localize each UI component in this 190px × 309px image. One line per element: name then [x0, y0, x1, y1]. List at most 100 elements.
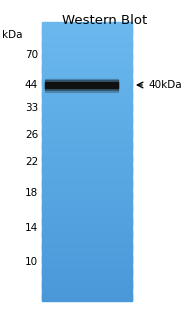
Bar — [42, 265, 132, 266]
Bar — [42, 54, 132, 56]
Bar — [42, 272, 132, 274]
Bar — [42, 125, 132, 126]
Bar — [42, 231, 132, 233]
Bar — [42, 205, 132, 206]
Bar — [42, 44, 132, 46]
Bar — [42, 139, 132, 140]
Bar — [42, 128, 132, 129]
Bar — [42, 246, 132, 248]
Bar — [42, 264, 132, 265]
Bar — [42, 274, 132, 276]
Bar — [42, 263, 132, 265]
Bar — [42, 204, 132, 205]
Bar — [42, 233, 132, 235]
Bar — [42, 147, 132, 149]
Bar — [42, 74, 132, 75]
Bar — [42, 176, 132, 177]
Bar — [42, 146, 132, 148]
Bar — [42, 57, 132, 59]
Bar — [42, 241, 132, 242]
Bar — [42, 269, 132, 271]
Bar — [42, 138, 132, 139]
Bar — [42, 210, 132, 212]
Bar — [42, 97, 132, 99]
Bar — [42, 67, 132, 69]
Bar — [42, 104, 132, 106]
Bar — [42, 106, 132, 108]
Bar — [42, 140, 132, 141]
Bar — [42, 28, 132, 30]
Bar — [42, 256, 132, 258]
Bar — [42, 130, 132, 132]
Bar — [42, 79, 132, 81]
Bar — [42, 198, 132, 200]
Bar — [42, 103, 132, 104]
Bar — [42, 136, 132, 138]
Bar — [42, 76, 132, 77]
Bar — [42, 282, 132, 284]
Bar — [42, 154, 132, 155]
Bar — [42, 39, 132, 40]
Bar — [42, 223, 132, 225]
Bar — [42, 88, 132, 89]
Bar — [42, 72, 132, 74]
Bar — [42, 268, 132, 269]
Bar — [42, 221, 132, 223]
Bar — [42, 179, 132, 180]
Bar — [42, 203, 132, 204]
Bar — [42, 108, 132, 110]
Bar — [42, 287, 132, 289]
Bar — [42, 116, 132, 118]
Bar — [42, 49, 132, 50]
Bar — [42, 77, 132, 78]
Bar — [42, 69, 132, 71]
Bar — [42, 222, 132, 224]
Bar — [42, 124, 132, 125]
Bar — [42, 150, 132, 151]
Bar — [42, 100, 132, 101]
Bar — [42, 62, 132, 63]
Bar — [42, 111, 132, 112]
Bar — [42, 107, 132, 109]
Bar — [42, 53, 132, 54]
Bar — [42, 152, 132, 153]
Bar — [42, 275, 132, 277]
Bar — [42, 38, 132, 39]
Bar — [42, 27, 132, 28]
Bar — [42, 29, 132, 31]
Bar — [42, 158, 132, 160]
Bar — [42, 184, 132, 186]
Bar — [42, 261, 132, 263]
Bar — [42, 101, 132, 102]
Bar — [42, 249, 132, 251]
Bar — [42, 63, 132, 64]
Bar — [42, 253, 132, 254]
Bar — [45, 78, 118, 91]
Bar — [42, 55, 132, 57]
Bar — [42, 117, 132, 119]
Bar — [42, 180, 132, 182]
Bar — [42, 174, 132, 176]
Bar — [42, 92, 132, 94]
Bar — [42, 45, 132, 47]
Bar — [42, 226, 132, 227]
Bar — [42, 192, 132, 193]
Bar — [42, 149, 132, 150]
Bar — [42, 159, 132, 161]
Bar — [42, 214, 132, 215]
Bar — [42, 155, 132, 157]
Bar — [42, 279, 132, 280]
Bar — [42, 115, 132, 116]
Bar — [42, 122, 132, 124]
Bar — [42, 126, 132, 127]
Bar — [42, 240, 132, 241]
Bar — [42, 231, 132, 232]
Bar — [42, 148, 132, 150]
Bar — [42, 26, 132, 27]
Bar — [42, 91, 132, 92]
Bar — [42, 242, 132, 243]
Text: 70: 70 — [25, 50, 38, 60]
Bar — [42, 23, 132, 24]
Bar — [42, 137, 132, 138]
Bar — [45, 82, 118, 88]
